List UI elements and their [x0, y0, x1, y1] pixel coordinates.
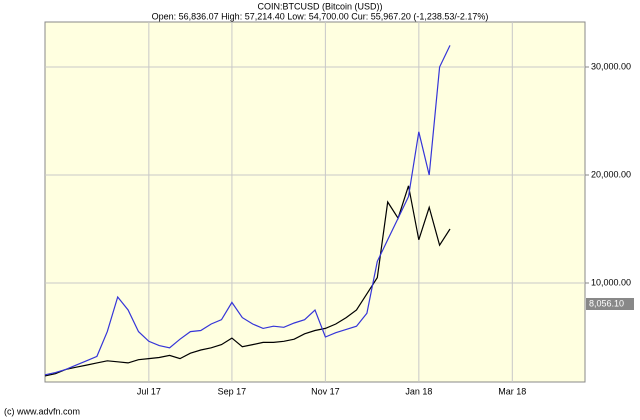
- last-value-box: [586, 297, 634, 310]
- plot-area: [44, 21, 586, 383]
- last-value-label: 8,056.10: [589, 298, 624, 308]
- x-tick-label: Jan 18: [405, 386, 432, 396]
- x-tick-label: Jul 17: [137, 386, 161, 396]
- line-series: [44, 45, 451, 376]
- y-tick-label: 10,000.00: [591, 277, 631, 287]
- x-tick-label: Nov 17: [311, 386, 340, 396]
- chart-title: COIN:BTCUSD (Bitcoin (USD)): [257, 1, 382, 11]
- line-series: [44, 185, 451, 377]
- chart-subtitle: Open: 56,836.07 High: 57,214.40 Low: 54,…: [152, 11, 489, 21]
- x-tick-label: Mar 18: [498, 386, 526, 396]
- y-tick-label: 30,000.00: [591, 61, 631, 71]
- y-tick-label: 20,000.00: [591, 169, 631, 179]
- footer: (c) www.advfn.com: [4, 406, 80, 416]
- x-tick-label: Sep 17: [218, 386, 247, 396]
